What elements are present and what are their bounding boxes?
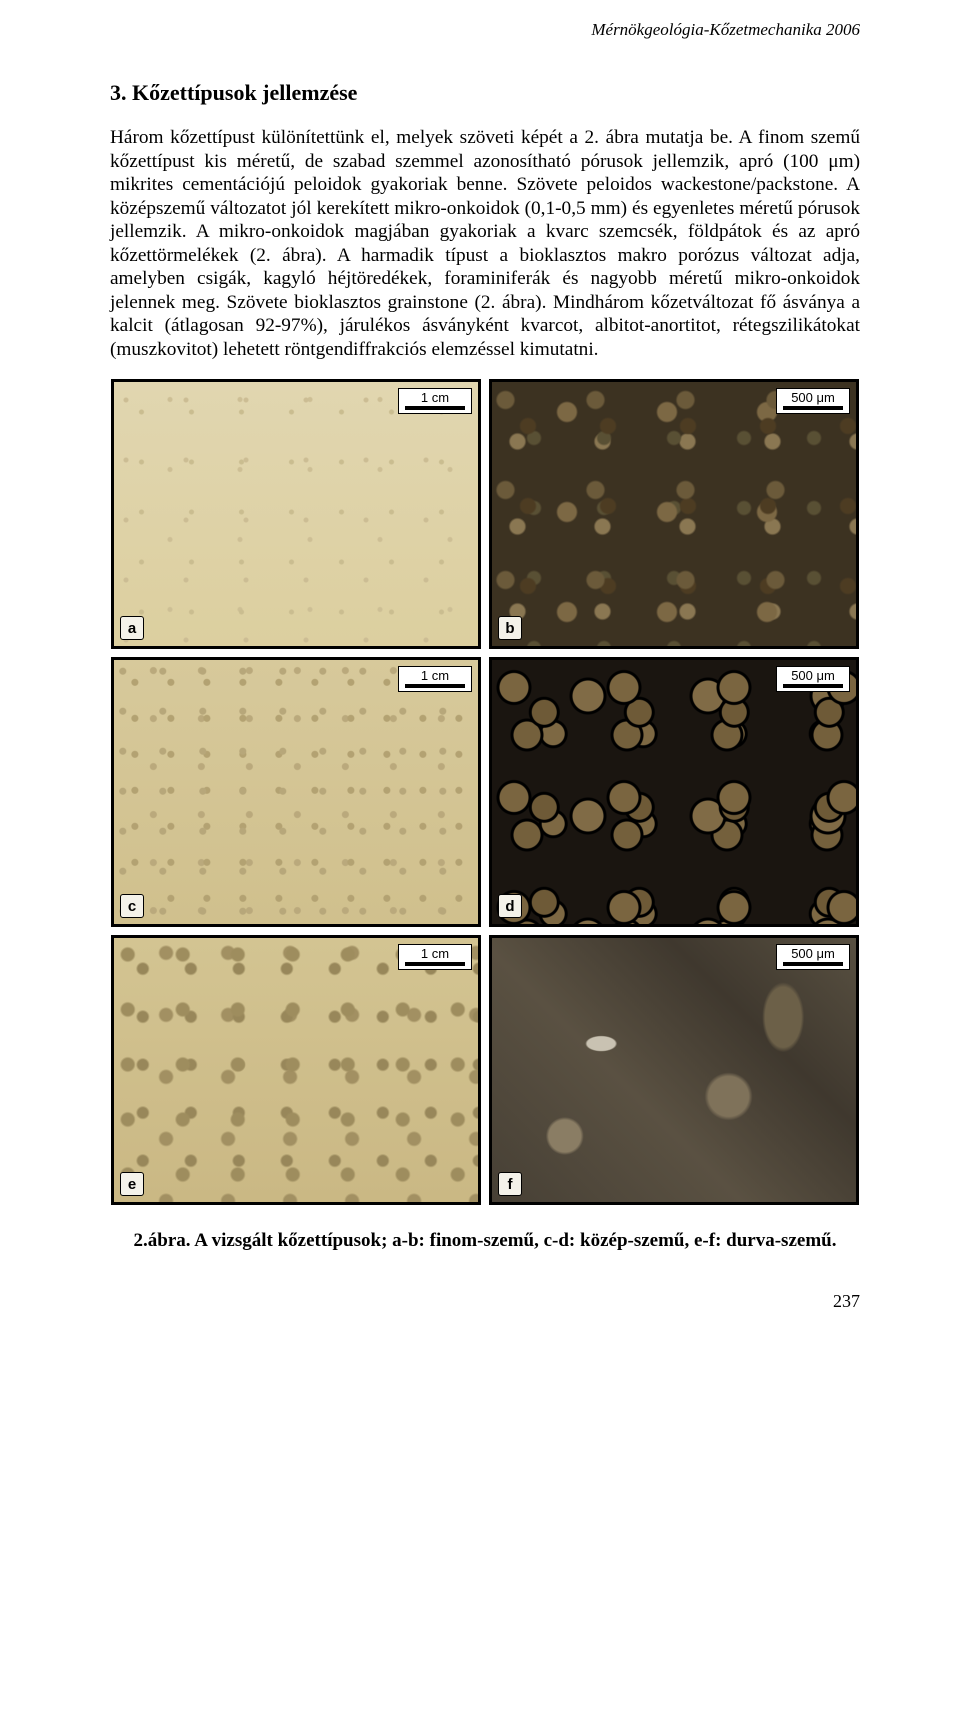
figure-panel-b: 500 μm b bbox=[489, 379, 859, 649]
figure-panel-a: 1 cm a bbox=[111, 379, 481, 649]
figure-2: 1 cm a 500 μm b 1 cm c 500 μm d 1 cm e 500 μm f bbox=[110, 379, 860, 1205]
scale-bar: 1 cm bbox=[398, 944, 472, 970]
scale-bar-line bbox=[783, 406, 843, 410]
scale-bar-line bbox=[783, 684, 843, 688]
scale-bar: 500 μm bbox=[776, 388, 850, 414]
panel-letter: a bbox=[120, 616, 144, 640]
scale-label: 500 μm bbox=[791, 946, 835, 961]
scale-label: 500 μm bbox=[791, 668, 835, 683]
scale-label: 1 cm bbox=[421, 946, 449, 961]
scale-bar: 1 cm bbox=[398, 388, 472, 414]
panel-letter: f bbox=[498, 1172, 522, 1196]
scale-bar-line bbox=[405, 962, 465, 966]
scale-bar-line bbox=[405, 684, 465, 688]
scale-bar: 500 μm bbox=[776, 944, 850, 970]
scale-bar-line bbox=[405, 406, 465, 410]
scale-bar: 1 cm bbox=[398, 666, 472, 692]
scale-bar-line bbox=[783, 962, 843, 966]
page: Mérnökgeológia-Kőzetmechanika 2006 3. Kő… bbox=[0, 0, 960, 1352]
section-title: 3. Kőzettípusok jellemzése bbox=[110, 80, 860, 106]
panel-letter: d bbox=[498, 894, 522, 918]
panel-letter: c bbox=[120, 894, 144, 918]
body-paragraph: Három kőzettípust különítettünk el, mely… bbox=[110, 126, 860, 361]
panel-letter: e bbox=[120, 1172, 144, 1196]
scale-label: 1 cm bbox=[421, 668, 449, 683]
figure-panel-e: 1 cm e bbox=[111, 935, 481, 1205]
scale-label: 500 μm bbox=[791, 390, 835, 405]
figure-panel-c: 1 cm c bbox=[111, 657, 481, 927]
scale-bar: 500 μm bbox=[776, 666, 850, 692]
running-header: Mérnökgeológia-Kőzetmechanika 2006 bbox=[110, 20, 860, 40]
figure-panel-f: 500 μm f bbox=[489, 935, 859, 1205]
figure-caption: 2.ábra. A vizsgált kőzettípusok; a-b: fi… bbox=[110, 1229, 860, 1253]
figure-panel-d: 500 μm d bbox=[489, 657, 859, 927]
panel-letter: b bbox=[498, 616, 522, 640]
scale-label: 1 cm bbox=[421, 390, 449, 405]
page-number: 237 bbox=[110, 1291, 860, 1312]
